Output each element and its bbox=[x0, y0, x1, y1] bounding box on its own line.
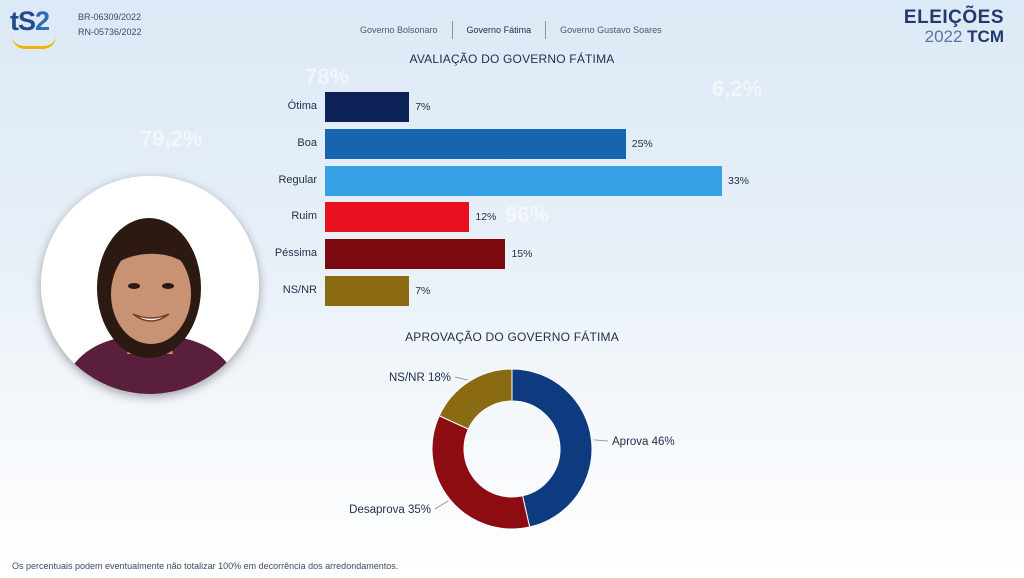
registration-rn: RN-05736/2022 bbox=[78, 27, 142, 37]
bar-category-label: Boa bbox=[297, 136, 317, 149]
donut-slice-nsnr bbox=[438, 368, 513, 430]
donut-leader-line bbox=[434, 500, 449, 510]
bar-value-label: 7% bbox=[415, 285, 431, 297]
bar-0 bbox=[325, 92, 410, 122]
tab-bar: Governo Bolsonaro Governo Fátima Governo… bbox=[346, 20, 676, 40]
bar-category-label: Ruim bbox=[291, 210, 317, 223]
bar-value-label: 33% bbox=[728, 174, 750, 187]
portrait-illustration bbox=[41, 176, 259, 394]
tab-divider bbox=[545, 21, 547, 39]
bar-value-label: 7% bbox=[415, 101, 431, 113]
logo-text-number: 2 bbox=[35, 6, 50, 36]
bar-category-label: Ótima bbox=[287, 100, 317, 112]
donut-slice-label: Desaprova 35% bbox=[349, 504, 431, 516]
tab-governo-fatima[interactable]: Governo Fátima bbox=[466, 25, 532, 35]
bar-2 bbox=[325, 165, 722, 196]
bar-category-label: Péssima bbox=[274, 247, 317, 260]
logo-text: tS bbox=[10, 6, 36, 36]
donut-leader-line bbox=[454, 376, 468, 381]
donut-slice-aprova bbox=[511, 368, 593, 528]
tab-governo-bolsonaro[interactable]: Governo Bolsonaro bbox=[360, 25, 438, 35]
background-watermark: 78% bbox=[305, 64, 350, 89]
bar-1 bbox=[325, 128, 626, 159]
background-watermark: 96% bbox=[505, 202, 550, 227]
brand-subline: 2022 TCM bbox=[904, 28, 1004, 46]
bar-3 bbox=[325, 202, 470, 233]
footnote: Os percentuais podem eventualmente não t… bbox=[12, 561, 399, 571]
bar-category-label: Regular bbox=[278, 173, 317, 186]
bar-value-label: 12% bbox=[475, 211, 497, 224]
registration-br: BR-06309/2022 bbox=[78, 12, 142, 22]
donut-slice-desaprova bbox=[431, 415, 531, 530]
background-watermark: 6,2% bbox=[712, 76, 763, 101]
bar-category-label: NS/NR bbox=[282, 284, 317, 296]
candidate-photo bbox=[41, 176, 259, 394]
brand-sub: TCM bbox=[967, 27, 1004, 46]
bar-value-label: 15% bbox=[511, 248, 533, 261]
bar-5 bbox=[325, 276, 410, 306]
donut-slice-label: Aprova 46% bbox=[612, 436, 675, 448]
bar-4 bbox=[325, 239, 506, 270]
tab-governo-gustavo-soares[interactable]: Governo Gustavo Soares bbox=[560, 25, 662, 35]
brand-year: 2022 bbox=[924, 27, 963, 46]
approval-donut-chart: Aprova 46% Desaprova 35% NS/NR 18% bbox=[349, 368, 675, 530]
logo-swoosh-icon bbox=[12, 36, 56, 49]
donut-chart-title: APROVAÇÃO DO GOVERNO FÁTIMA bbox=[405, 330, 619, 344]
tab-divider bbox=[451, 21, 453, 39]
eleicoes-tcm-logo: ELEIÇÕES 2022 TCM bbox=[904, 8, 1004, 46]
donut-leader-line bbox=[593, 439, 609, 442]
ts2-logo: tS2 bbox=[10, 6, 50, 37]
brand-title: ELEIÇÕES bbox=[903, 7, 1004, 28]
bar-chart-title: AVALIAÇÃO DO GOVERNO FÁTIMA bbox=[409, 52, 615, 66]
donut-slice-label: NS/NR 18% bbox=[389, 372, 451, 384]
bar-value-label: 25% bbox=[631, 137, 653, 150]
background-watermark: 79,2% bbox=[140, 126, 203, 151]
